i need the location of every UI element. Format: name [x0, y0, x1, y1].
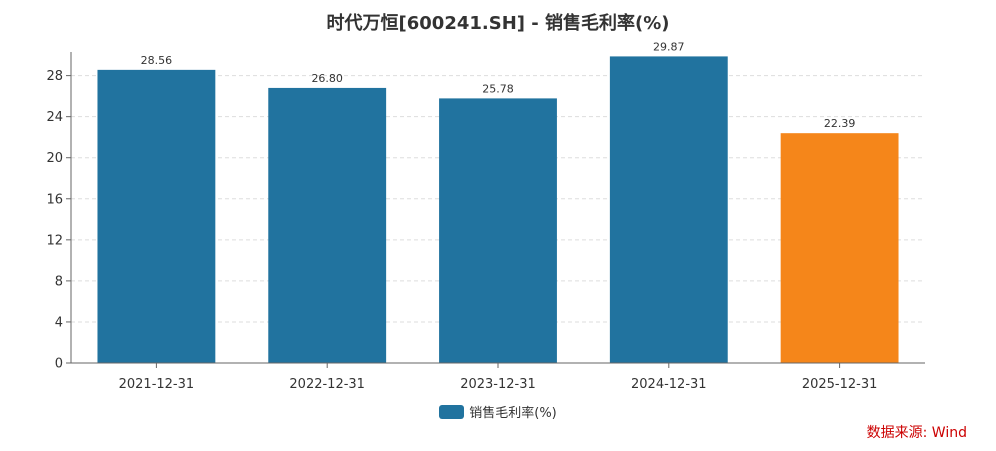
- y-tick-label: 8: [55, 274, 63, 289]
- x-tick-label: 2024-12-31: [631, 377, 707, 392]
- bar: [780, 133, 899, 363]
- legend: 销售毛利率(%): [0, 402, 996, 421]
- data-label: 28.56: [141, 54, 173, 67]
- y-tick-label: 24: [46, 110, 63, 125]
- x-tick-label: 2021-12-31: [119, 377, 195, 392]
- bar: [97, 69, 216, 363]
- y-tick-label: 16: [46, 192, 63, 207]
- y-tick-label: 4: [55, 315, 63, 330]
- x-tick-label: 2022-12-31: [289, 377, 365, 392]
- legend-swatch: [439, 404, 465, 419]
- labels: 28.56 26.80 25.78 29.87 22.39: [141, 40, 856, 130]
- y-tick-label: 20: [46, 151, 63, 166]
- legend-label: 销售毛利率(%): [469, 406, 557, 421]
- data-label: 26.80: [311, 72, 343, 85]
- data-label: 25.78: [482, 82, 514, 95]
- chart-title: 时代万恒[600241.SH] - 销售毛利率(%): [326, 13, 670, 34]
- x-tick-label: 2025-12-31: [802, 377, 878, 392]
- data-label: 22.39: [824, 117, 856, 130]
- source-note: 数据来源: Wind: [866, 425, 967, 441]
- bars: [97, 56, 899, 363]
- y-tick-label: 28: [46, 69, 63, 84]
- data-label: 29.87: [653, 40, 685, 53]
- axes: 0 4 8 12 16 20 24 28 2021-12-31 2022-12-31 2023-12…: [46, 52, 925, 392]
- bar: [609, 56, 728, 363]
- bar: [268, 87, 387, 363]
- x-tick-label: 2023-12-31: [460, 377, 536, 392]
- bar: [439, 98, 557, 363]
- y-tick-label: 0: [55, 357, 63, 372]
- y-tick-label: 12: [46, 233, 63, 248]
